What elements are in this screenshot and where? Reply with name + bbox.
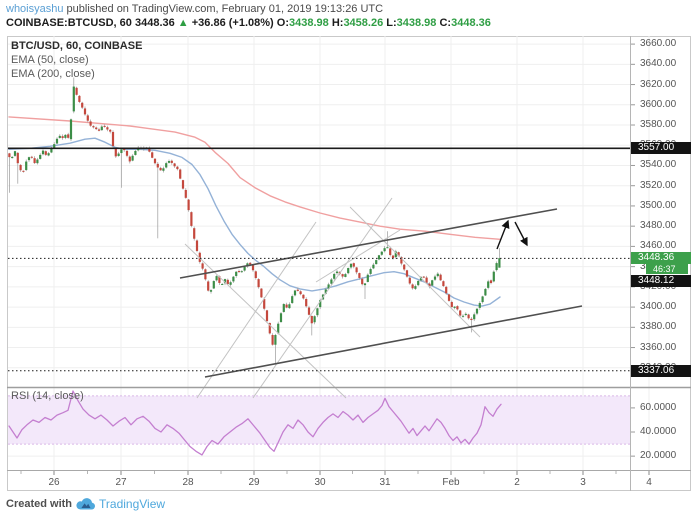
- price-tick-label: 3360.00: [640, 342, 677, 353]
- last-price: 3448.36: [134, 17, 175, 29]
- price-tick-label: 3480.00: [640, 220, 677, 231]
- rsi-tick-label: 60.0000: [640, 402, 677, 413]
- channel-trendline[interactable]: [204, 305, 583, 378]
- publish-info: whoisyashu published on TradingView.com,…: [6, 3, 383, 15]
- tradingview-brand-link[interactable]: TradingView: [99, 497, 166, 511]
- guide-trendline[interactable]: [196, 221, 317, 399]
- time-axis-label[interactable]: 4: [646, 477, 652, 488]
- rsi-tick-label: 40.0000: [640, 426, 677, 437]
- rsi-band: [8, 395, 630, 445]
- candles: [8, 77, 501, 365]
- chart-legend: BTC/USD, 60, COINBASE EMA (50, close) EM…: [11, 39, 142, 81]
- time-axis-label[interactable]: 29: [248, 477, 260, 488]
- ohlc-item: L:3438.98: [386, 17, 437, 29]
- attribution: Created with TradingView: [6, 497, 165, 511]
- rsi-line: [8, 390, 502, 456]
- price-tick-label: 3660.00: [640, 38, 677, 49]
- author-link[interactable]: whoisyashu: [6, 3, 64, 15]
- ohlc-item: O:3438.98: [276, 17, 329, 29]
- ohlc-readout: O:3438.98 H:3458.26 L:3438.98 C:3448.36: [277, 17, 491, 29]
- ohlc-item: H:3458.26: [331, 17, 384, 29]
- ema200-line: [8, 116, 501, 241]
- channel-trendline[interactable]: [179, 208, 558, 279]
- price-level-chip[interactable]: 3557.00: [631, 142, 691, 154]
- ohlc-item: C:3448.36: [439, 17, 491, 29]
- price-tick-label: 3600.00: [640, 99, 677, 110]
- price-tick-label: 3460.00: [640, 240, 677, 251]
- price-change: +36.86 (+1.08%): [191, 17, 274, 29]
- up-arrow-icon: ▲: [177, 17, 189, 29]
- guide-trendline[interactable]: [184, 243, 347, 399]
- legend-symbol: BTC/USD, 60, COINBASE: [11, 40, 143, 52]
- created-with-text: Created with: [6, 498, 73, 510]
- time-axis-label[interactable]: 31: [379, 477, 391, 488]
- time-axis-label[interactable]: 30: [314, 477, 326, 488]
- guide-trendline[interactable]: [315, 229, 401, 283]
- annotation-arrow[interactable]: [496, 219, 510, 250]
- price-tick-label: 3540.00: [640, 159, 677, 170]
- time-axis-label[interactable]: 28: [182, 477, 194, 488]
- legend-ema200[interactable]: EMA (200, close): [11, 68, 95, 80]
- symbol-readout: COINBASE:BTCUSD, 60 3448.36 ▲ +36.86 (+1…: [6, 17, 491, 29]
- guide-trendline[interactable]: [252, 197, 393, 399]
- time-axis-label[interactable]: 3: [580, 477, 586, 488]
- price-level-chip[interactable]: 3337.06: [631, 365, 691, 377]
- price-tick-label: 3500.00: [640, 200, 677, 211]
- legend-rsi[interactable]: RSI (14, close): [11, 390, 84, 402]
- price-tick-label: 3620.00: [640, 79, 677, 90]
- time-axis-label[interactable]: 27: [115, 477, 127, 488]
- guide-trendline[interactable]: [349, 206, 481, 338]
- annotation-arrow[interactable]: [514, 221, 528, 247]
- time-axis-label[interactable]: Feb: [442, 477, 460, 488]
- price-level-chip[interactable]: 3448.12: [631, 275, 691, 287]
- price-tick-label: 3520.00: [640, 180, 677, 191]
- tradingview-logo-icon: [76, 498, 96, 510]
- publish-text: published on TradingView.com, February 0…: [63, 3, 384, 15]
- bar-countdown-chip: 46:37: [646, 264, 688, 274]
- time-axis-label[interactable]: 26: [48, 477, 60, 488]
- rsi-tick-label: 20.0000: [640, 450, 677, 461]
- price-tick-label: 3400.00: [640, 301, 677, 312]
- legend-ema50[interactable]: EMA (50, close): [11, 54, 89, 66]
- symbol-name: COINBASE:BTCUSD, 60: [6, 17, 132, 29]
- price-tick-label: 3640.00: [640, 58, 677, 69]
- time-axis-label[interactable]: 2: [514, 477, 520, 488]
- current-price-chip: 3448.36: [631, 252, 691, 264]
- price-tick-label: 3380.00: [640, 321, 677, 332]
- price-tick-label: 3580.00: [640, 119, 677, 130]
